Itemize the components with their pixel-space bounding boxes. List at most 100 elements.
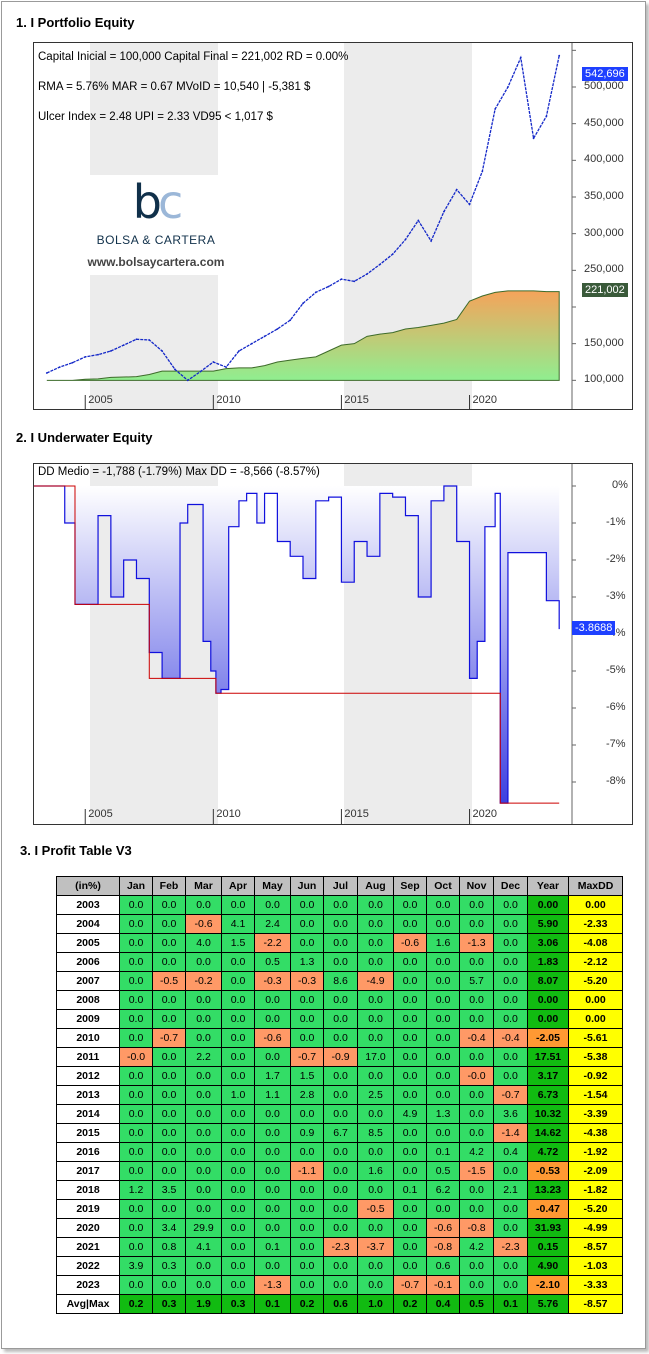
row-label-cell: 2019	[56, 1199, 120, 1219]
table-row: 2013 0.0 0.0 0.0 1.0 1.1 2.8 0.0 2.5 0.0 0.0 0.0 -0.…	[56, 1085, 623, 1105]
table-header-cell: MaxDD	[568, 876, 623, 896]
month-return-cell: 0.5	[254, 952, 291, 972]
index-point	[84, 355, 87, 358]
month-return-cell: 0.0	[290, 933, 324, 953]
table-header-cell: Oct	[426, 876, 460, 896]
equity-chart-svg	[45, 43, 576, 409]
table-row: 2004 0.0 0.0 -0.6 4.1 2.4 0.0 0.0 0.0 0.0 0.0 0.0 0.…	[56, 914, 623, 934]
index-point	[148, 339, 151, 341]
year-return-cell: 17.51	[527, 1047, 569, 1067]
month-return-cell: 0.0	[185, 1009, 222, 1029]
month-return-cell: 0.0	[185, 1180, 222, 1200]
month-return-cell: 0.0	[254, 1104, 291, 1124]
month-return-cell: 0.0	[323, 952, 358, 972]
month-return-cell: 0.0	[254, 1199, 291, 1219]
year-return-cell: 0.00	[527, 1009, 569, 1029]
maxdd-cell: -2.09	[568, 1161, 623, 1181]
month-return-cell: 0.0	[323, 1066, 358, 1086]
month-return-cell: 0.0	[393, 1123, 427, 1143]
month-return-cell: 0.0	[426, 1066, 460, 1086]
month-return-cell: 0.0	[357, 1028, 394, 1048]
month-return-cell: 0.0	[323, 1009, 358, 1029]
month-return-cell: 0.0	[290, 1142, 324, 1162]
month-return-cell: 0.0	[119, 1123, 153, 1143]
row-label-cell: 2018	[56, 1180, 120, 1200]
month-return-cell: 0.0	[152, 1009, 186, 1029]
month-return-cell: 0.0	[221, 1066, 255, 1086]
month-return-cell: 0.0	[426, 1009, 460, 1029]
month-return-cell: 0.0	[221, 1218, 255, 1238]
index-point	[58, 366, 61, 369]
row-label-cell: 2008	[56, 990, 120, 1010]
month-return-cell: 0.0	[221, 1028, 255, 1048]
month-return-cell: 0.0	[393, 1142, 427, 1162]
table-row: 2022 3.9 0.3 0.0 0.0 0.0 0.0 0.0 0.0 0.0 0.6 0.0 0.0…	[56, 1256, 623, 1276]
month-return-cell: -1.3	[254, 1275, 291, 1295]
month-return-cell: 0.0	[254, 1256, 291, 1276]
row-label-cell: 2011	[56, 1047, 120, 1067]
month-return-cell: 0.0	[152, 1161, 186, 1181]
table-row: 2006 0.0 0.0 0.0 0.0 0.5 1.3 0.0 0.0 0.0 0.0 0.0 0.0…	[56, 952, 623, 972]
month-return-cell: 0.0	[426, 1085, 460, 1105]
index-point	[212, 361, 215, 363]
index-point	[186, 379, 189, 382]
month-return-cell: 1.5	[221, 933, 255, 953]
year-return-cell: 14.62	[527, 1123, 569, 1143]
month-return-cell: 0.0	[459, 1009, 494, 1029]
month-return-cell: 0.0	[323, 1218, 358, 1238]
maxdd-cell: -4.38	[568, 1123, 623, 1143]
month-return-cell: 0.0	[323, 990, 358, 1010]
month-return-cell: -1.4	[493, 1123, 528, 1143]
maxdd-cell: -0.92	[568, 1066, 623, 1086]
month-return-cell: 5.7	[459, 971, 494, 991]
month-return-cell: 0.0	[119, 1142, 153, 1162]
month-return-cell: -2.3	[323, 1237, 358, 1257]
year-return-cell: 5.76	[527, 1294, 569, 1314]
month-return-cell: -0.6	[426, 1218, 460, 1238]
y-tick-label: 0%	[612, 479, 628, 491]
month-return-cell: 0.0	[290, 895, 324, 915]
month-return-cell: 0.0	[254, 990, 291, 1010]
month-return-cell: -0.6	[185, 914, 222, 934]
index-point	[519, 56, 522, 59]
month-return-cell: 0.0	[323, 1256, 358, 1276]
month-return-cell: 0.0	[323, 1028, 358, 1048]
index-point	[558, 54, 561, 57]
y-tick-label: -5%	[606, 664, 626, 676]
month-return-cell: 0.0	[323, 914, 358, 934]
index-point	[366, 273, 368, 275]
month-return-cell: 0.0	[152, 1047, 186, 1067]
maxdd-cell: -4.08	[568, 933, 623, 953]
month-return-cell: 0.0	[254, 1180, 291, 1200]
maxdd-cell: 0.00	[568, 1009, 623, 1029]
month-return-cell: -3.7	[357, 1237, 394, 1257]
index-point	[545, 115, 548, 118]
month-return-cell: 0.0	[357, 1142, 394, 1162]
maxdd-cell: -8.57	[568, 1237, 623, 1257]
month-return-cell: 0.0	[459, 914, 494, 934]
row-label-cell: 2013	[56, 1085, 120, 1105]
month-return-cell: 1.6	[426, 933, 460, 953]
underwater-chart: DD Medio = -1,788 (-1.79%) Max DD = -8,5…	[33, 463, 633, 825]
month-return-cell: 0.0	[185, 1123, 222, 1143]
table-row: 2019 0.0 0.0 0.0 0.0 0.0 0.0 0.0 -0.5 0.0 0.0 0.0 0.…	[56, 1199, 623, 1219]
month-return-cell: 0.0	[119, 914, 153, 934]
month-return-cell: 0.0	[459, 1275, 494, 1295]
month-return-cell: 0.3	[152, 1294, 186, 1314]
month-return-cell: 0.0	[185, 1142, 222, 1162]
month-return-cell: 2.2	[185, 1047, 222, 1067]
month-return-cell: 0.0	[393, 952, 427, 972]
month-return-cell: 0.2	[393, 1294, 427, 1314]
drawdown-area	[34, 486, 560, 804]
table-row: 2015 0.0 0.0 0.0 0.0 0.0 0.9 6.7 8.5 0.0 0.0 0.0 -1.…	[56, 1123, 623, 1143]
index-point	[327, 285, 330, 288]
maxdd-cell: -5.61	[568, 1028, 623, 1048]
y-tick-label: 350,000	[584, 190, 624, 202]
month-return-cell: 0.0	[393, 1047, 427, 1067]
month-return-cell: 1.6	[357, 1161, 394, 1181]
month-return-cell: 0.0	[426, 914, 460, 934]
month-return-cell: 2.5	[357, 1085, 394, 1105]
month-return-cell: 0.0	[152, 1085, 186, 1105]
table-header-cell: Jun	[290, 876, 324, 896]
year-return-cell: -2.05	[527, 1028, 569, 1048]
